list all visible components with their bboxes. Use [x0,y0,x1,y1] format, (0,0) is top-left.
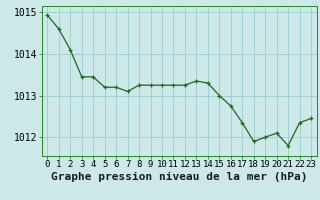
X-axis label: Graphe pression niveau de la mer (hPa): Graphe pression niveau de la mer (hPa) [51,172,308,182]
